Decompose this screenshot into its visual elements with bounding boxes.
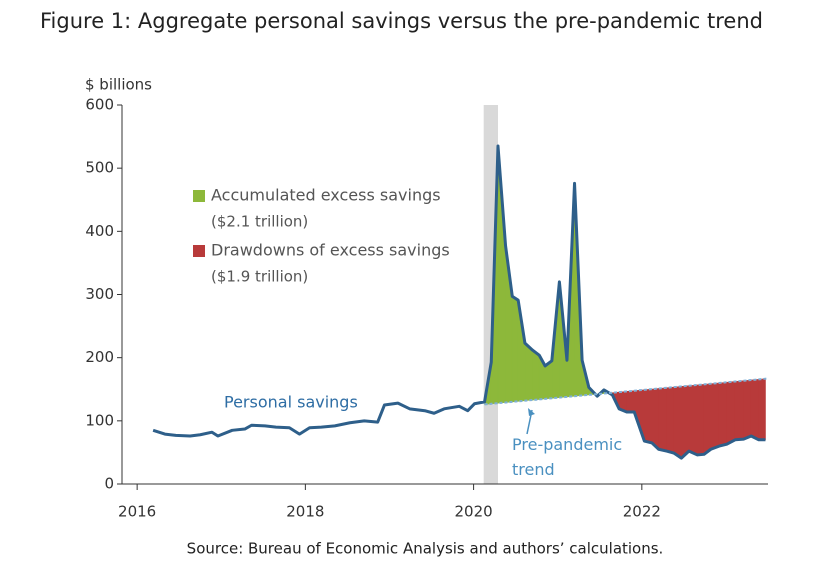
excess-savings-area <box>524 342 533 402</box>
y-tick-label: 300 <box>85 285 114 303</box>
y-tick-label: 500 <box>85 159 114 177</box>
y-tick-label: 200 <box>85 348 114 366</box>
y-tick-label: 400 <box>85 222 114 240</box>
series-label-box: Pre-pandemic trend <box>512 435 623 479</box>
excess-savings-area <box>532 349 540 401</box>
y-tick-label: 100 <box>85 411 114 429</box>
excess-savings-area <box>710 382 720 450</box>
excess-savings-area <box>681 385 690 459</box>
excess-savings-area <box>718 381 728 447</box>
legend-label: Accumulated excess savings <box>211 186 441 205</box>
legend-label: Drawdowns of excess savings <box>211 241 450 260</box>
trend-line <box>484 377 769 406</box>
excess-savings-area <box>703 383 712 455</box>
series-label: Pre-pandemic trend <box>512 435 623 479</box>
legend-note: ($2.1 trillion) <box>211 213 308 231</box>
excess-savings-area <box>697 384 705 456</box>
x-tick-label: 2022 <box>623 503 661 521</box>
excess-savings-area <box>666 386 675 454</box>
chart-title: Figure 1: Aggregate personal savings ver… <box>40 9 763 33</box>
excess-savings-area <box>688 384 698 456</box>
excess-savings-area <box>750 379 760 441</box>
x-tick-label: 2018 <box>286 503 324 521</box>
savings-line <box>152 144 766 460</box>
legend-swatch <box>193 245 205 257</box>
series-label: Personal savings <box>224 393 358 412</box>
x-tick-label: 2020 <box>455 503 493 521</box>
annotation-arrowhead <box>528 408 535 416</box>
legend-note: ($1.9 trillion) <box>211 268 308 286</box>
excess-savings-area <box>758 378 766 441</box>
source-note: Source: Bureau of Economic Analysis and … <box>187 540 664 558</box>
excess-savings-area <box>673 386 682 459</box>
excess-savings-area <box>658 387 668 452</box>
excess-savings-area <box>651 388 659 450</box>
y-tick-label: 0 <box>104 475 114 493</box>
excess-savings-area <box>743 379 752 440</box>
excess-savings-area <box>726 381 736 445</box>
y-axis-label: $ billions <box>85 76 152 94</box>
excess-savings-area <box>511 295 519 403</box>
x-tick-label: 2016 <box>118 503 156 521</box>
y-tick-label: 600 <box>85 96 114 114</box>
excess-savings-area <box>626 390 635 413</box>
excess-savings-area <box>734 380 744 441</box>
legend-swatch <box>193 190 205 202</box>
